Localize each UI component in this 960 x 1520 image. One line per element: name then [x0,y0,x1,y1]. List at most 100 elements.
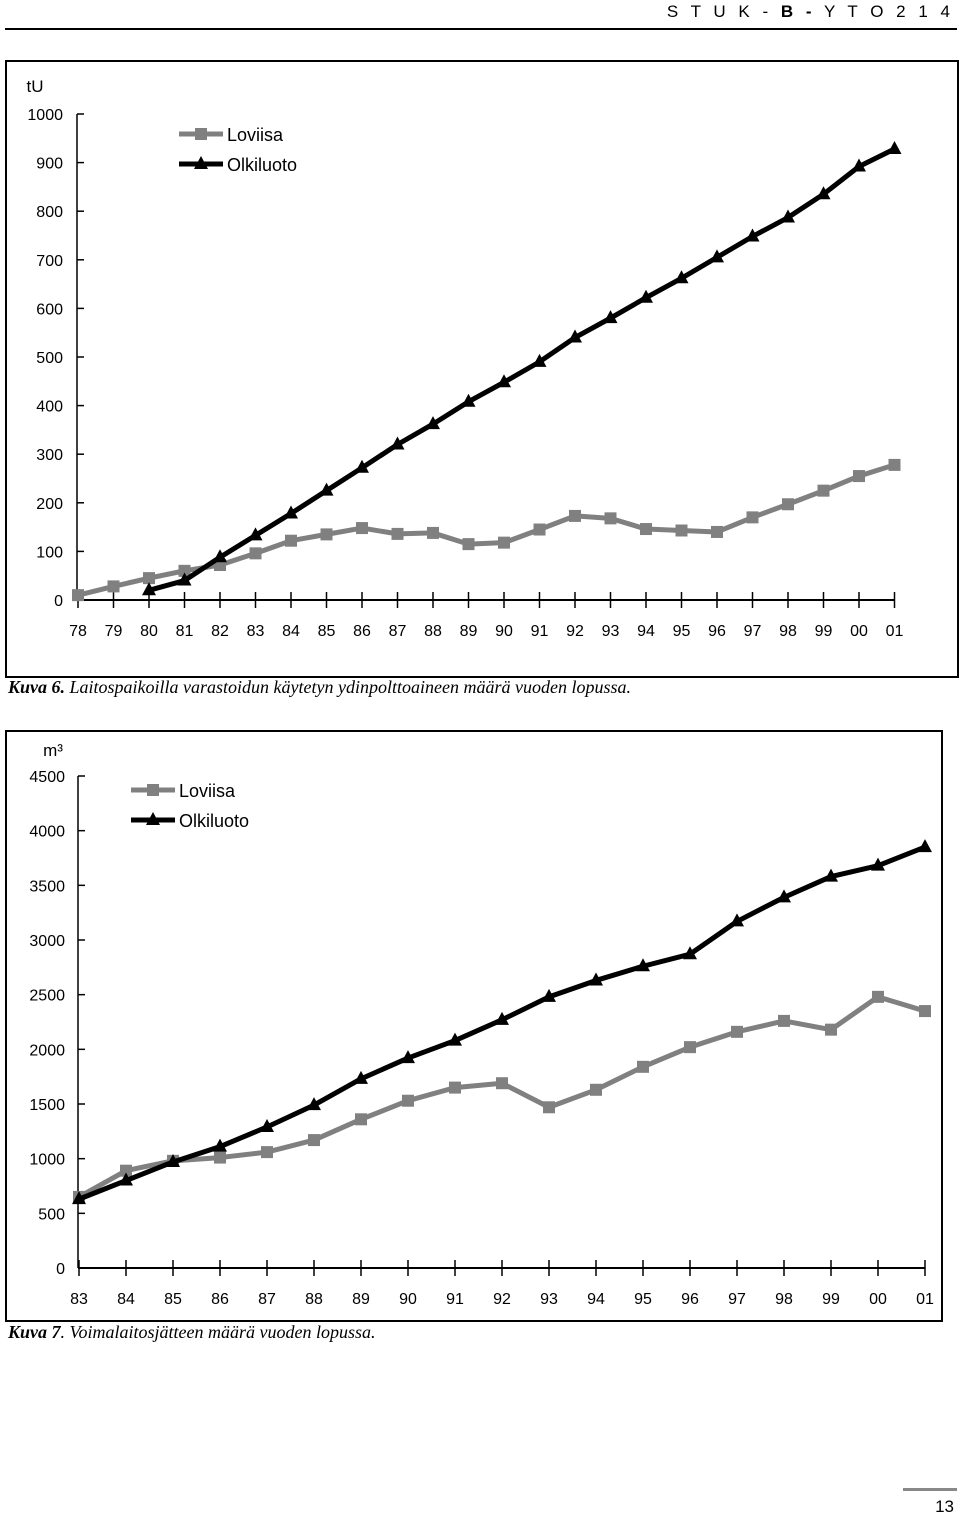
x-tick-label: 97 [744,623,762,640]
data-point-loviisa [853,470,865,483]
x-tick-label: 94 [637,623,655,640]
data-point-olkiluoto [72,1191,86,1205]
x-tick-label: 01 [886,623,904,640]
data-point-loviisa [178,564,191,577]
series-loviisa [73,990,931,1203]
x-tick-label: 00 [850,623,868,640]
caption-7-text: . Voimalaitosjätteen määrä vuoden lopuss… [60,1322,376,1342]
x-tick-label: 96 [681,1291,699,1308]
data-point-loviisa [604,512,617,525]
legend-marker-olkiluoto [146,812,160,825]
x-tick-label: 93 [540,1291,558,1308]
data-point-olkiluoto [284,505,298,519]
x-tick-label: 90 [399,1291,417,1308]
x-tick-label: 01 [916,1291,934,1308]
data-point-olkiluoto [568,329,582,343]
y-tick-label: 700 [36,253,63,270]
x-tick-label: 97 [728,1291,746,1308]
data-point-olkiluoto [674,270,689,284]
x-tick-label: 98 [779,623,797,640]
y-tick-label: 3000 [29,933,65,950]
y-tick-label: 4000 [29,824,65,841]
x-tick-label: 88 [424,623,442,640]
legend-marker-loviisa [195,128,207,140]
data-point-olkiluoto [887,140,902,154]
header-code: B - [780,2,816,21]
x-tick-label: 85 [164,1291,182,1308]
y-tick-label: 1000 [27,107,63,124]
chart-plant-waste: 0 500 1000 1500 2000 2500 3000 3500 4000 4500 m³ 83… [5,730,943,1322]
x-tick-label: 86 [211,1291,229,1308]
legend-label-olkiluoto: Olkiluoto [179,811,249,831]
data-point-olkiluoto [213,549,227,563]
data-point-olkiluoto [213,1138,227,1152]
x-tick-label: 82 [211,623,229,640]
data-point-loviisa [817,484,830,497]
data-point-loviisa [308,1134,320,1147]
y-tick-label: 1500 [29,1097,65,1114]
legend-label-loviisa: Loviisa [227,125,284,145]
chart-plant-waste-svg: 0 500 1000 1500 2000 2500 3000 3500 4000 4500 m³ 83… [29,741,934,1308]
x-tick-label: 92 [566,623,584,640]
chart-fuel-storage: 0 100 200 300 400 500 600 700 800 900 1000 tU 78 79 80… [5,60,959,678]
y-tick-label: 3500 [29,878,65,895]
x-tick-label: 78 [69,623,87,640]
report-header: S T U K - B - Y T O 2 1 4 [667,2,954,22]
y-tick-label: 600 [36,301,63,318]
x-tick-label: 94 [587,1291,605,1308]
data-point-loviisa [746,511,759,524]
x-tick-label: 95 [634,1291,652,1308]
x-tick-label: 87 [258,1291,276,1308]
data-point-loviisa [285,534,297,547]
data-point-olkiluoto [781,209,795,223]
data-point-olkiluoto [710,249,724,263]
legend: Loviisa Olkiluoto [131,781,249,831]
data-point-loviisa [498,536,510,549]
data-point-olkiluoto [636,958,650,972]
data-point-loviisa [888,458,901,471]
data-point-loviisa [782,498,794,511]
page-number-rule [903,1488,957,1491]
data-point-olkiluoto [639,289,653,303]
data-point-olkiluoto [918,839,932,853]
caption-figure-7: Kuva 7. Voimalaitosjätteen määrä vuoden … [8,1322,376,1343]
data-point-olkiluoto [824,868,838,882]
data-point-loviisa [462,538,475,551]
y-tick-label: 800 [36,204,63,221]
data-point-olkiluoto [401,1050,415,1064]
data-point-loviisa [449,1081,461,1094]
x-tick-label: 99 [822,1291,840,1308]
data-point-loviisa [778,1014,790,1027]
data-point-loviisa [261,1146,273,1159]
data-point-olkiluoto [319,482,334,496]
legend: Loviisa Olkiluoto [179,125,297,175]
x-tick-label: 83 [247,623,265,640]
y-tick-label: 2500 [29,988,65,1005]
x-tick-label: 92 [493,1291,511,1308]
x-tick-label: 85 [318,623,336,640]
series-line-olkiluoto [148,146,896,593]
data-point-olkiluoto [852,158,866,172]
data-point-olkiluoto [426,416,440,430]
x-tick-label: 90 [495,623,513,640]
caption-7-label: Kuva 7 [8,1322,61,1342]
header-series: S T U K - [666,2,773,21]
data-point-loviisa [356,522,368,535]
data-point-olkiluoto [542,988,556,1002]
y-tick-label: 200 [36,496,63,513]
data-point-loviisa [533,523,546,536]
y-tick-label: 0 [56,1261,65,1278]
x-tick-label: 00 [869,1291,887,1308]
y-tick-label: 4500 [29,769,65,786]
x-tick-label: 95 [673,623,691,640]
x-tick-label: 79 [105,623,123,640]
legend-label-olkiluoto: Olkiluoto [227,155,297,175]
y-axis-unit: m³ [43,741,63,760]
page-number: 13 [935,1497,954,1516]
data-point-loviisa [872,990,884,1003]
data-point-olkiluoto [260,1118,274,1132]
data-point-loviisa [107,580,120,593]
x-tick-label: 87 [389,623,407,640]
x-tick-label: 98 [775,1291,793,1308]
data-point-loviisa [711,525,723,538]
